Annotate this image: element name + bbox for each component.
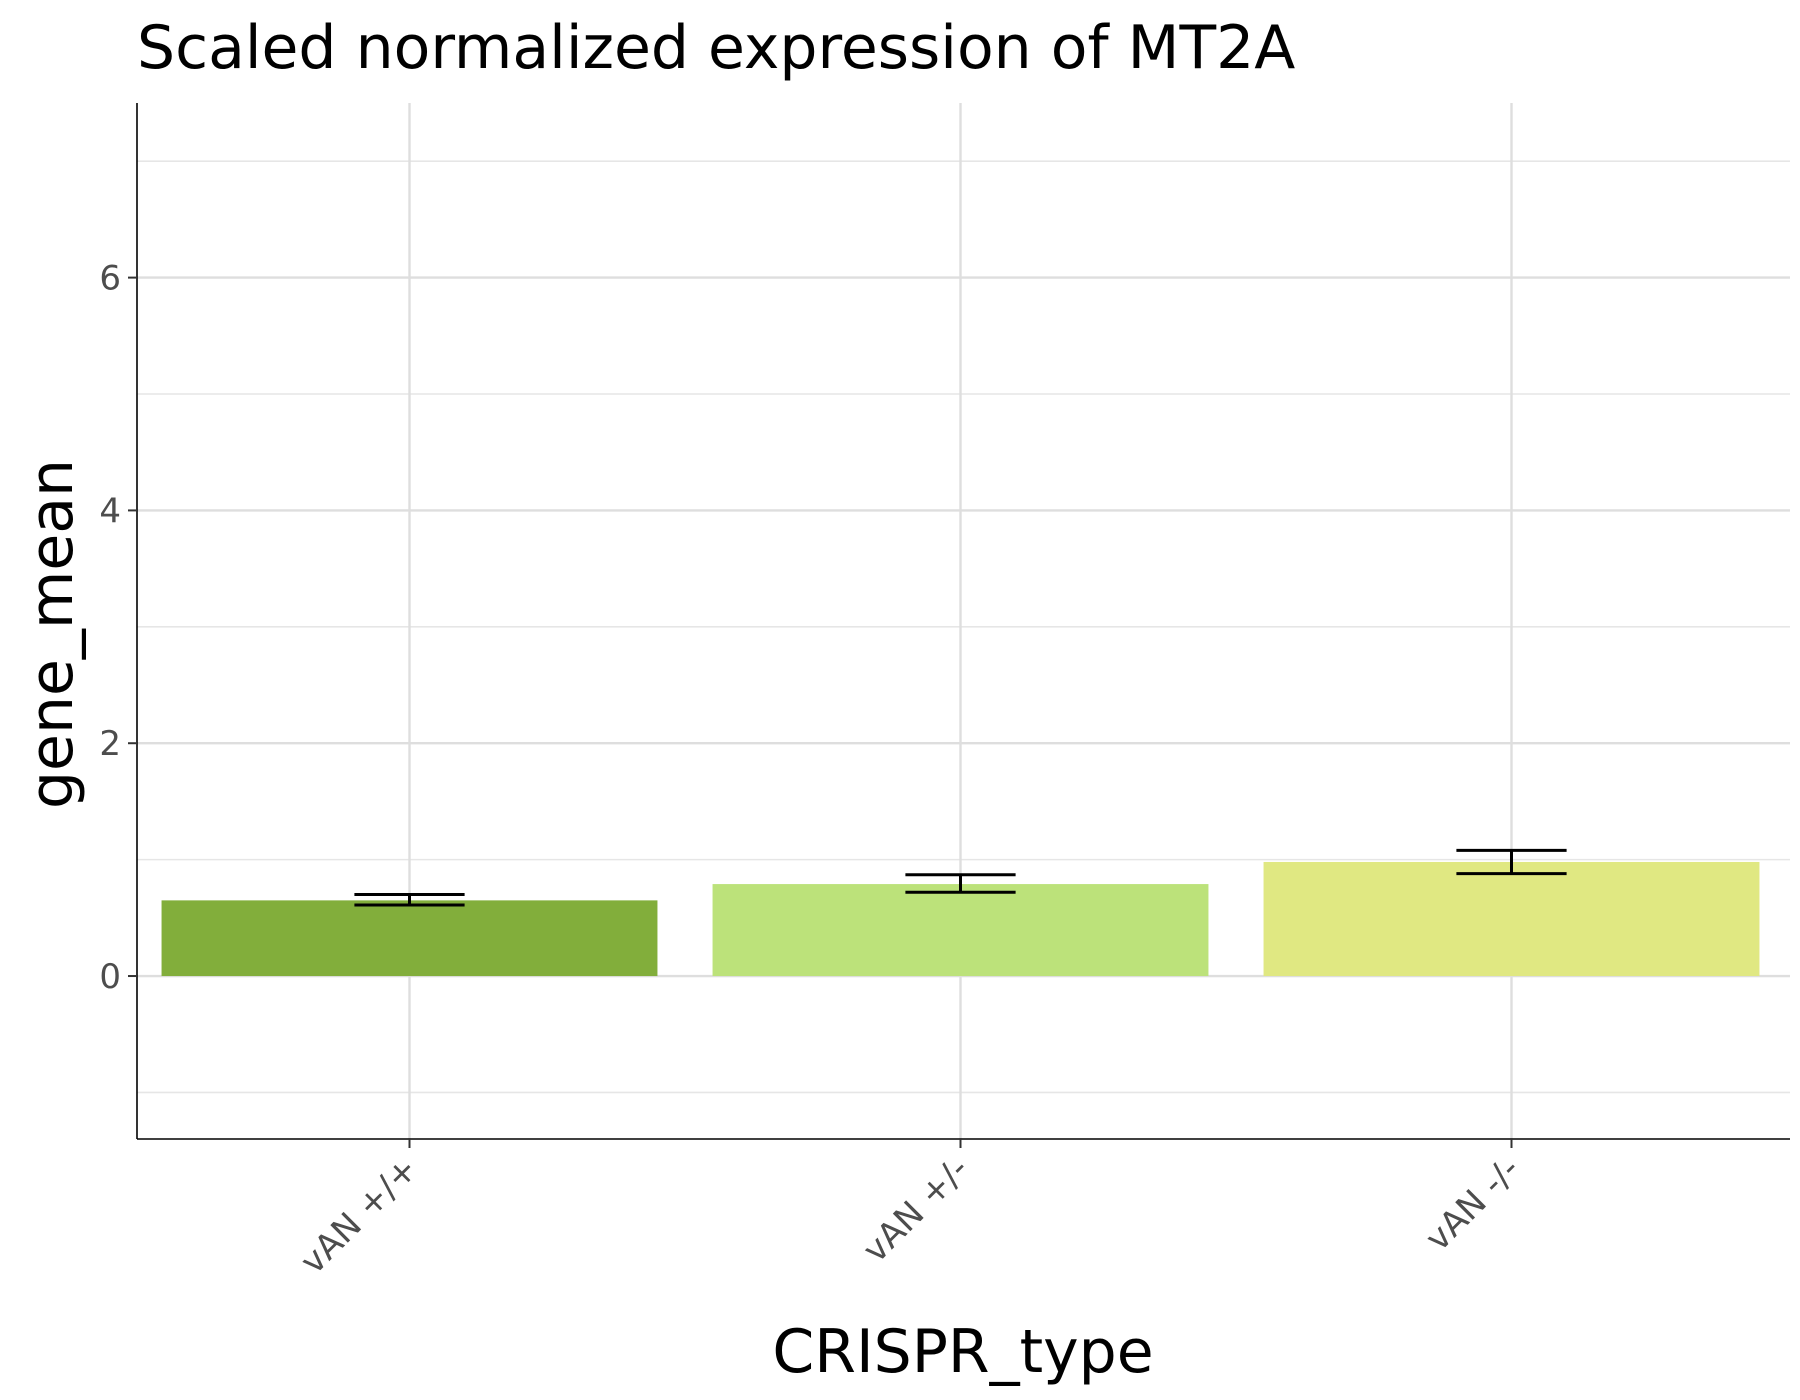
x-tick-label: vAN -/- [1418, 1149, 1528, 1259]
axes [136, 103, 1790, 1140]
bar-3 [1263, 861, 1760, 977]
x-axis-title: CRISPR_type [772, 1317, 1153, 1387]
y-axis-title: gene_mean [17, 459, 87, 809]
error-bar-1 [354, 893, 465, 907]
y-tick-label: 6 [99, 259, 121, 299]
chart-title: Scaled normalized expression of MT2A [137, 13, 1295, 83]
error-bar-2 [905, 873, 1016, 894]
y-tick-label: 2 [99, 724, 121, 764]
bar-1 [161, 900, 658, 977]
y-tick-label: 4 [99, 491, 121, 531]
x-tick-label: vAN +/+ [293, 1149, 426, 1282]
bar-2 [712, 884, 1209, 977]
bars [161, 861, 1760, 977]
y-tick-label: 0 [99, 957, 121, 997]
x-tick-label: vAN +/- [855, 1149, 977, 1271]
grid-lines [137, 103, 1790, 1139]
x-axis-ticks: vAN +/+ vAN +/- vAN -/- [293, 1139, 1528, 1282]
error-bars [354, 848, 1567, 907]
error-bar-3 [1456, 848, 1567, 876]
y-axis-ticks: 0 2 4 6 [99, 259, 137, 997]
